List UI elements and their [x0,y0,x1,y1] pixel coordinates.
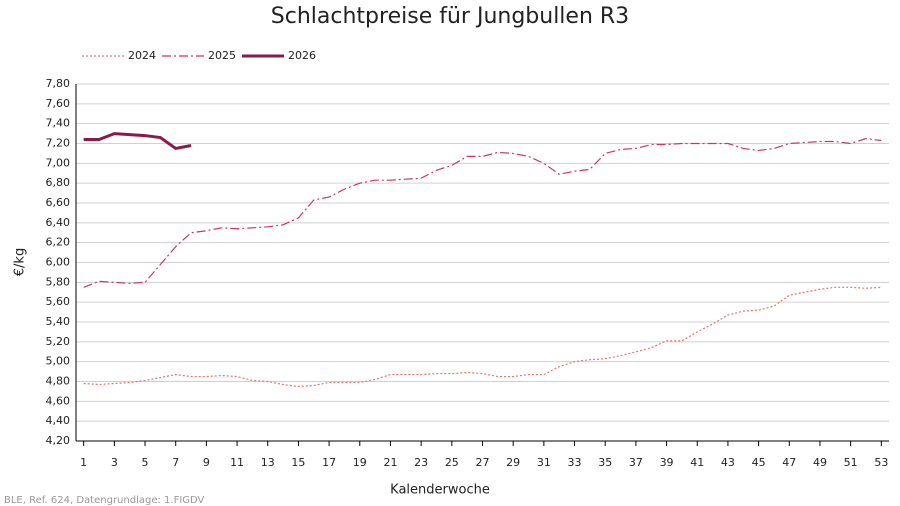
x-tick-label: 43 [721,456,735,469]
legend-label: 2025 [208,49,236,62]
x-tick-label: 1 [80,456,87,469]
x-tick-label: 3 [111,456,118,469]
x-tick-label: 39 [660,456,674,469]
x-tick-label: 25 [445,456,459,469]
x-tick-label: 31 [537,456,551,469]
y-axis-label: €/kg [13,248,28,276]
y-tick-label: 7,20 [46,137,71,150]
x-tick-label: 5 [142,456,149,469]
x-tick-label: 45 [752,456,766,469]
x-tick-label: 21 [383,456,397,469]
legend-label: 2024 [128,49,156,62]
x-tick-label: 51 [844,456,858,469]
y-tick-label: 6,00 [46,256,71,269]
legend-label: 2026 [288,49,316,62]
x-tick-label: 23 [414,456,428,469]
y-tick-label: 7,60 [46,97,71,110]
y-tick-label: 5,80 [46,275,71,288]
series-line [83,286,882,388]
y-tick-label: 7,00 [46,156,71,169]
x-tick-label: 13 [261,456,275,469]
x-axis-label: Kalenderwoche [390,483,490,498]
x-tick-label: 41 [690,456,704,469]
y-tick-label: 6,60 [46,196,71,209]
y-tick-label: 4,40 [46,414,71,427]
x-tick-label: 35 [598,456,612,469]
x-tick-label: 27 [476,456,490,469]
y-tick-label: 4,20 [46,434,71,447]
x-tick-label: 33 [568,456,582,469]
y-tick-label: 5,20 [46,335,71,348]
x-tick-label: 49 [813,456,827,469]
x-tick-label: 19 [353,456,367,469]
y-tick-label: 5,60 [46,295,71,308]
y-tick-label: 4,80 [46,375,71,388]
y-tick-label: 7,80 [46,77,71,90]
y-tick-label: 6,20 [46,236,71,249]
y-tick-label: 4,60 [46,394,71,407]
y-tick-label: 6,80 [46,176,71,189]
source-note: BLE, Ref. 624, Datengrundlage: 1.FIGDV [4,495,205,506]
x-tick-label: 47 [782,456,796,469]
x-tick-label: 29 [506,456,520,469]
y-tick-label: 5,40 [46,315,71,328]
chart-title: Schlachtpreise für Jungbullen R3 [271,4,629,29]
series-line [83,137,882,288]
series-line [83,132,192,151]
x-tick-label: 11 [230,456,244,469]
x-tick-label: 9 [203,456,210,469]
x-tick-label: 17 [322,456,336,469]
x-tick-label: 53 [874,456,888,469]
y-tick-label: 5,00 [46,355,71,368]
y-tick-label: 7,40 [46,117,71,130]
x-tick-label: 7 [172,456,179,469]
x-tick-label: 37 [629,456,643,469]
x-tick-label: 15 [291,456,305,469]
y-tick-label: 6,40 [46,216,71,229]
